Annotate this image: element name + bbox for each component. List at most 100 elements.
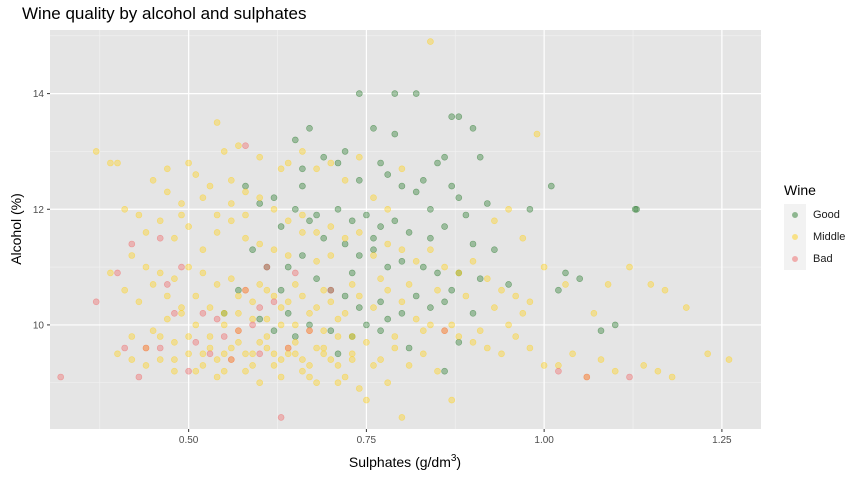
point-good: [370, 234, 377, 242]
point-middle: [370, 194, 377, 201]
point-bad: [121, 344, 128, 352]
point-middle: [327, 252, 335, 259]
legend-item-bad: Bad: [784, 248, 845, 270]
point-middle: [355, 229, 363, 236]
point-good: [355, 304, 363, 311]
point-middle: [128, 356, 136, 363]
point-bad: [171, 309, 178, 317]
point-bad: [555, 367, 562, 375]
point-middle: [569, 350, 576, 358]
point-middle: [306, 373, 313, 381]
point-good: [611, 321, 619, 329]
point-middle: [277, 304, 285, 311]
point-middle: [213, 356, 221, 363]
point-middle: [341, 373, 349, 381]
point-middle: [384, 286, 392, 294]
x-axis-title: Sulphates (g/dm3): [349, 453, 461, 470]
point-middle: [562, 281, 569, 288]
point-middle: [242, 350, 249, 358]
point-middle: [185, 350, 192, 358]
point-good: [249, 246, 256, 253]
point-middle: [192, 367, 200, 375]
point-good: [363, 321, 370, 329]
point-good: [462, 211, 470, 219]
point-middle: [299, 292, 306, 300]
point-middle: [135, 298, 143, 306]
point-middle: [597, 356, 605, 363]
point-bad: [256, 304, 264, 311]
point-middle: [391, 344, 399, 352]
point-middle: [370, 362, 377, 369]
point-good: [341, 148, 349, 155]
point-good: [355, 252, 363, 259]
point-middle: [341, 177, 349, 184]
point-bad: [242, 142, 249, 149]
point-good: [256, 200, 264, 207]
point-middle: [185, 263, 192, 271]
point-middle: [199, 362, 207, 369]
point-good: [434, 269, 441, 277]
point-middle: [668, 373, 676, 381]
point-good: [299, 165, 306, 173]
point-middle: [199, 350, 207, 358]
point-middle: [206, 182, 214, 190]
point-good: [576, 275, 584, 283]
point-good: [341, 292, 349, 300]
point-middle: [348, 356, 356, 363]
point-middle: [654, 367, 662, 375]
point-good: [412, 188, 420, 196]
point-middle: [249, 362, 256, 369]
point-middle: [199, 269, 207, 277]
point-bad: [164, 281, 171, 288]
legend-item-middle: Middle: [784, 226, 845, 248]
point-middle: [235, 292, 242, 300]
data-points: [57, 38, 733, 421]
point-middle: [121, 286, 128, 294]
point-good: [291, 333, 299, 340]
point-good: [448, 286, 456, 294]
legend-dot-bad: [792, 256, 798, 262]
legend-key-good: [784, 204, 806, 226]
point-middle: [590, 309, 598, 317]
point-good: [277, 286, 285, 294]
point-good: [291, 136, 299, 144]
point-good: [455, 113, 463, 120]
y-tick-label: 10: [33, 320, 45, 331]
point-middle: [213, 211, 221, 219]
point-middle: [363, 396, 370, 404]
point-good: [306, 125, 313, 132]
point-middle: [682, 304, 690, 311]
point-middle: [363, 338, 370, 346]
point-middle: [256, 240, 264, 248]
point-middle: [256, 281, 264, 288]
point-middle: [320, 344, 328, 352]
point-good: [448, 113, 456, 120]
point-good: [320, 234, 328, 242]
point-middle: [149, 327, 157, 335]
point-middle: [142, 263, 150, 271]
point-middle: [427, 321, 434, 329]
point-middle: [299, 356, 306, 363]
point-good: [391, 217, 399, 225]
point-middle: [235, 309, 242, 317]
point-middle: [405, 362, 413, 369]
point-middle: [498, 286, 505, 294]
point-good: [306, 217, 313, 225]
legend-dot-middle: [792, 234, 798, 240]
point-middle: [164, 188, 171, 196]
point-middle: [640, 362, 648, 369]
point-middle: [235, 142, 242, 149]
point-middle: [313, 165, 320, 173]
point-bad: [291, 269, 299, 277]
point-middle: [483, 275, 491, 283]
point-bad: [235, 327, 242, 335]
point-middle: [391, 333, 399, 340]
x-tick-label: 0.75: [357, 435, 377, 446]
legend-label-middle: Middle: [813, 231, 846, 243]
point-middle: [661, 286, 669, 294]
point-middle: [220, 321, 228, 329]
point-middle: [299, 229, 306, 236]
point-middle: [263, 333, 271, 340]
point-middle: [220, 350, 228, 358]
point-bad: [128, 240, 136, 248]
